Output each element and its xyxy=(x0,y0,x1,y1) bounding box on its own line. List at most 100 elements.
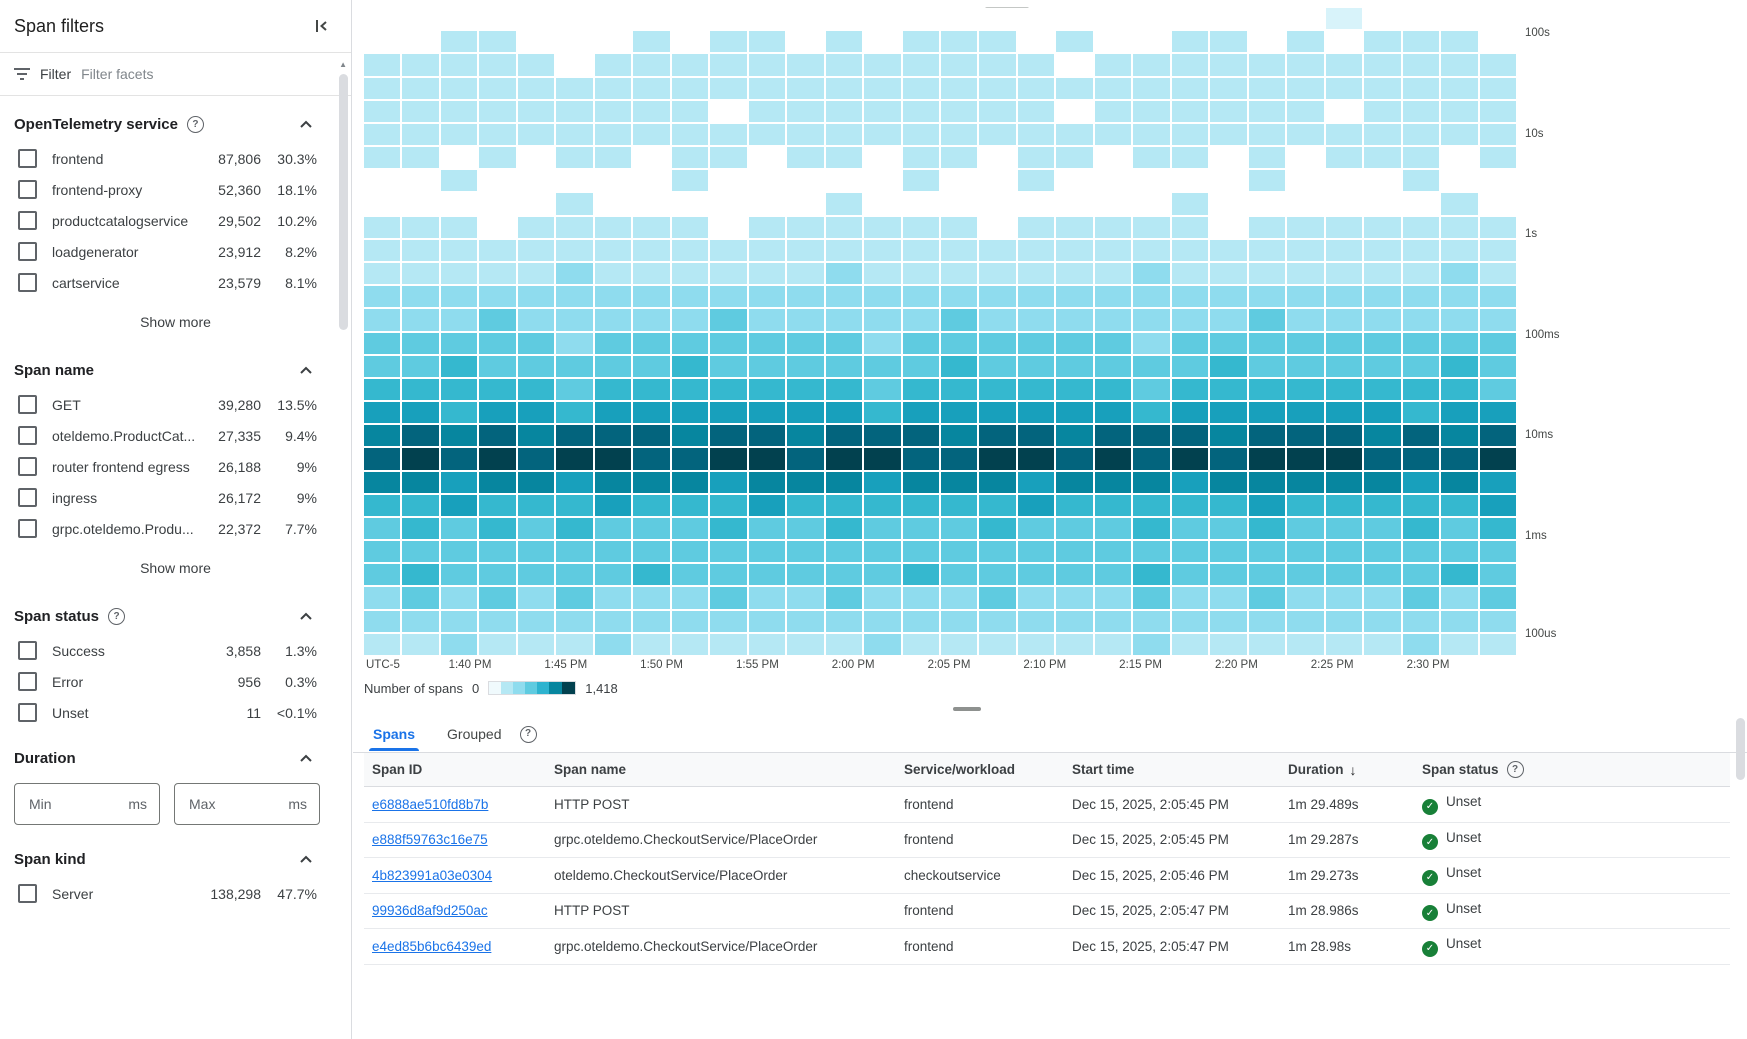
heatmap-cell[interactable] xyxy=(1441,100,1478,122)
heatmap-cell[interactable] xyxy=(748,262,786,285)
heatmap-cell[interactable] xyxy=(941,147,978,169)
heatmap-cell[interactable] xyxy=(556,123,593,146)
heatmap-cell[interactable] xyxy=(1402,123,1440,146)
heatmap-cell[interactable] xyxy=(1364,54,1401,76)
heatmap-cell[interactable] xyxy=(1210,425,1247,447)
heatmap-cell[interactable] xyxy=(594,633,632,655)
heatmap-cell[interactable] xyxy=(1171,378,1209,401)
heatmap-cell[interactable] xyxy=(556,309,593,331)
heatmap-cell[interactable] xyxy=(1441,286,1478,308)
heatmap-cell[interactable] xyxy=(1095,170,1131,191)
heatmap-cell[interactable] xyxy=(941,564,978,586)
heatmap-cell[interactable] xyxy=(825,378,863,401)
heatmap-cell[interactable] xyxy=(1094,332,1132,354)
heatmap-cell[interactable] xyxy=(979,239,1016,261)
heatmap-cell[interactable] xyxy=(517,378,555,401)
heatmap-cell[interactable] xyxy=(1364,541,1401,563)
heatmap-cell[interactable] xyxy=(556,332,593,354)
heatmap-cell[interactable] xyxy=(1210,286,1247,308)
heatmap-cell[interactable] xyxy=(1287,123,1324,146)
heatmap-cell[interactable] xyxy=(979,262,1016,285)
heatmap-cell[interactable] xyxy=(1171,147,1209,169)
heatmap-cell[interactable] xyxy=(787,147,824,169)
heatmap-cell[interactable] xyxy=(1325,216,1363,238)
heatmap-cell[interactable] xyxy=(440,541,478,563)
heatmap-cell[interactable] xyxy=(787,378,824,401)
heatmap-cell[interactable] xyxy=(556,494,593,516)
facet-checkbox[interactable] xyxy=(18,242,37,261)
heatmap-cell[interactable] xyxy=(710,31,747,53)
heatmap-cell[interactable] xyxy=(672,8,708,29)
heatmap-cell[interactable] xyxy=(1171,633,1209,655)
heatmap-cell[interactable] xyxy=(1364,123,1401,146)
heatmap-cell[interactable] xyxy=(979,217,1015,238)
heatmap-cell[interactable] xyxy=(556,378,593,401)
heatmap-cell[interactable] xyxy=(1018,8,1054,29)
heatmap-cell[interactable] xyxy=(1133,8,1169,29)
heatmap-cell[interactable] xyxy=(364,332,401,354)
heatmap-cell[interactable] xyxy=(902,541,939,563)
heatmap-cell[interactable] xyxy=(825,123,863,146)
table-scrollbar[interactable] xyxy=(1736,718,1745,780)
heatmap-cell[interactable] xyxy=(633,633,670,655)
heatmap-cell[interactable] xyxy=(402,633,439,655)
heatmap-cell[interactable] xyxy=(556,77,593,99)
heatmap-cell[interactable] xyxy=(402,541,439,563)
heatmap-cell[interactable] xyxy=(902,610,939,632)
heatmap-cell[interactable] xyxy=(1248,170,1286,192)
heatmap-cell[interactable] xyxy=(402,170,438,191)
heatmap-cell[interactable] xyxy=(1287,262,1324,285)
heatmap-cell[interactable] xyxy=(1441,517,1478,540)
heatmap-cell[interactable] xyxy=(825,77,863,99)
heatmap-cell[interactable] xyxy=(1325,633,1363,655)
heatmap-cell[interactable] xyxy=(825,262,863,285)
heatmap-cell[interactable] xyxy=(1325,355,1363,377)
span-id-link[interactable]: e888f59763c16e75 xyxy=(372,832,488,848)
heatmap-cell[interactable] xyxy=(517,286,555,308)
heatmap-cell[interactable] xyxy=(402,262,439,285)
heatmap-cell[interactable] xyxy=(364,564,401,586)
heatmap-cell[interactable] xyxy=(1364,147,1401,169)
heatmap-cell[interactable] xyxy=(671,355,709,377)
span-status-col-help-icon[interactable]: ? xyxy=(1506,761,1524,778)
heatmap-cell[interactable] xyxy=(710,633,747,655)
heatmap-cell[interactable] xyxy=(941,587,978,609)
heatmap-cell[interactable] xyxy=(1133,54,1170,76)
heatmap-cell[interactable] xyxy=(1248,378,1286,401)
heatmap-cell[interactable] xyxy=(1287,494,1324,516)
heatmap-cell[interactable] xyxy=(518,147,554,168)
heatmap-cell[interactable] xyxy=(941,378,978,401)
heatmap-cell[interactable] xyxy=(594,123,632,146)
heatmap-cell[interactable] xyxy=(556,31,592,52)
facet-checkbox[interactable] xyxy=(18,149,37,168)
heatmap-cell[interactable] xyxy=(1325,448,1363,470)
heatmap-cell[interactable] xyxy=(787,239,824,261)
heatmap-cell[interactable] xyxy=(710,471,747,493)
heatmap-cell[interactable] xyxy=(1056,216,1093,238)
heatmap-cell[interactable] xyxy=(479,8,515,29)
heatmap-cell[interactable] xyxy=(1056,77,1093,99)
col-duration[interactable]: Duration ↓ xyxy=(1288,761,1357,778)
heatmap-cell[interactable] xyxy=(1094,610,1132,632)
heatmap-cell[interactable] xyxy=(902,355,939,377)
heatmap-cell[interactable] xyxy=(594,355,632,377)
heatmap-cell[interactable] xyxy=(1056,193,1092,214)
heatmap-cell[interactable] xyxy=(1171,31,1209,53)
heatmap-cell[interactable] xyxy=(1171,123,1209,146)
heatmap-cell[interactable] xyxy=(1479,77,1516,99)
heatmap-cell[interactable] xyxy=(364,610,401,632)
heatmap-cell[interactable] xyxy=(1210,77,1247,99)
heatmap-cell[interactable] xyxy=(595,31,631,52)
heatmap-cell[interactable] xyxy=(1171,77,1209,99)
heatmap-cell[interactable] xyxy=(864,54,901,76)
heatmap-cell[interactable] xyxy=(402,355,439,377)
heatmap-cell[interactable] xyxy=(864,77,901,99)
heatmap-cell[interactable] xyxy=(1248,123,1286,146)
heatmap-cell[interactable] xyxy=(864,170,900,191)
heatmap-cell[interactable] xyxy=(594,332,632,354)
heatmap-cell[interactable] xyxy=(1479,239,1516,261)
heatmap-cell[interactable] xyxy=(1325,147,1363,169)
heatmap-cell[interactable] xyxy=(902,425,939,447)
heatmap-cell[interactable] xyxy=(440,471,478,493)
heatmap-cell[interactable] xyxy=(1479,355,1516,377)
